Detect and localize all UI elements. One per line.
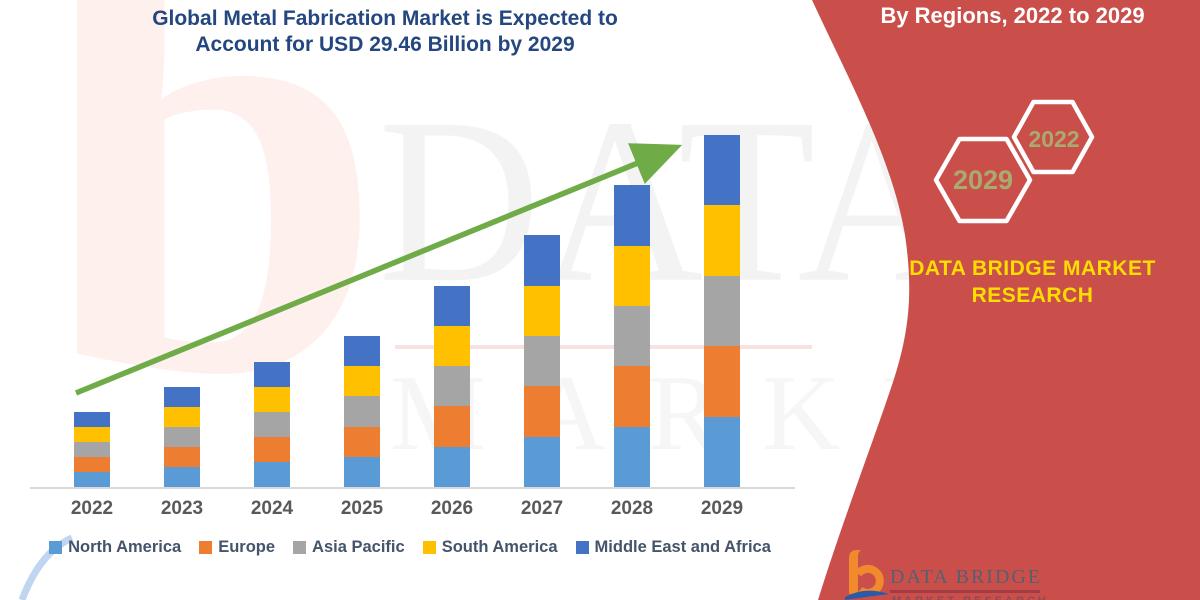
x-axis-label-2023: 2023 [160,498,204,519]
hexagon-2029 [933,136,1033,224]
legend-item-north-america: North America [49,538,181,557]
panel-brand-text: DATA BRIDGE MARKET RESEARCH [895,255,1170,309]
bar-segment-south-america-2022 [74,426,110,442]
legend-item-middle-east-and-africa: Middle East and Africa [575,538,771,557]
bar-segment-north-america-2027 [524,436,560,487]
legend-label-europe: Europe [218,538,276,556]
x-axis-label-2026: 2026 [430,498,474,519]
bar-segment-middle-east-and-africa-2029 [704,135,740,206]
hexagon-year-2022: 2022 [1028,126,1080,152]
footer-logo-subtitle: MARKET RESEARCH [892,595,1092,600]
bar-segment-europe-2024 [254,436,290,462]
bar-segment-north-america-2028 [614,426,650,487]
bar-segment-asia-pacific-2024 [254,411,290,437]
x-axis-label-2025: 2025 [340,498,384,519]
bar-segment-asia-pacific-2027 [524,336,560,387]
x-axis-label-2027: 2027 [520,498,564,519]
bar-segment-middle-east-and-africa-2023 [164,386,200,407]
brand-line-2: RESEARCH [971,284,1094,307]
bar-segment-asia-pacific-2028 [614,305,650,367]
legend-item-asia-pacific: Asia Pacific [293,538,405,557]
legend-label-north-america: North America [68,538,182,556]
legend-item-south-america: South America [422,538,558,557]
footer-logo-b-icon [845,550,889,600]
bar-segment-south-america-2028 [614,245,650,306]
bar-segment-europe-2029 [704,346,740,417]
legend-label-middle-east-and-africa: Middle East and Africa [594,538,771,556]
x-axis-line [30,487,795,489]
legend-item-europe: Europe [199,538,275,557]
bar-segment-middle-east-and-africa-2027 [524,235,560,286]
x-axis-label-2029: 2029 [700,498,744,519]
footer-logo-underline [890,590,1040,593]
legend-swatch-middle-east-and-africa [575,541,589,554]
bar-segment-south-america-2026 [434,325,470,367]
bar-segment-north-america-2023 [164,466,200,487]
bar-segment-south-america-2024 [254,386,290,412]
bar-segment-europe-2023 [164,446,200,467]
bar-segment-south-america-2023 [164,406,200,427]
legend-swatch-north-america [49,541,63,554]
bar-segment-south-america-2027 [524,285,560,337]
bar-segment-europe-2028 [614,366,650,427]
chart-legend: North America Europe Asia Pacific South Ame… [30,538,790,557]
hexagon-2022 [1011,99,1095,175]
footer-logo-name: DATA BRIDGE [890,566,1043,588]
bar-segment-middle-east-and-africa-2026 [434,285,470,326]
chart-title-line-2: Account for USD 29.46 Billion by 2029 [195,33,575,56]
legend-label-south-america: South America [441,538,558,556]
chart-title: Global Metal Fabrication Market is Expec… [110,6,660,58]
chart-title-line-1: Global Metal Fabrication Market is Expec… [152,7,618,30]
bar-segment-north-america-2029 [704,416,740,487]
bar-segment-north-america-2024 [254,461,290,487]
bar-segment-north-america-2026 [434,446,470,487]
x-axis-label-2022: 2022 [70,498,114,519]
bar-segment-north-america-2025 [344,456,380,487]
hexagon-year-2029: 2029 [952,165,1014,195]
legend-swatch-asia-pacific [293,541,307,554]
bar-segment-asia-pacific-2029 [704,275,740,347]
bar-segment-europe-2022 [74,456,110,472]
legend-label-asia-pacific: Asia Pacific [312,538,405,556]
bar-segment-europe-2027 [524,386,560,437]
panel-heading: By Regions, 2022 to 2029 [880,3,1145,28]
bar-segment-europe-2026 [434,406,470,447]
bar-segment-middle-east-and-africa-2022 [74,411,110,427]
bar-segment-asia-pacific-2026 [434,366,470,407]
brand-line-1: DATA BRIDGE MARKET [909,257,1156,280]
bar-segment-middle-east-and-africa-2028 [614,185,650,246]
bar-segment-north-america-2022 [74,471,110,487]
bar-segment-asia-pacific-2023 [164,426,200,447]
x-axis-label-2028: 2028 [610,498,654,519]
bar-segment-asia-pacific-2022 [74,441,110,457]
bar-segment-middle-east-and-africa-2024 [254,361,290,387]
bar-segment-south-america-2025 [344,366,380,397]
bar-segment-europe-2025 [344,426,380,457]
x-axis-label-2024: 2024 [250,498,294,519]
bar-segment-south-america-2029 [704,205,740,276]
legend-swatch-europe [199,541,213,554]
bar-segment-middle-east-and-africa-2025 [344,335,380,367]
bar-segment-asia-pacific-2025 [344,396,380,427]
legend-swatch-south-america [422,541,436,554]
